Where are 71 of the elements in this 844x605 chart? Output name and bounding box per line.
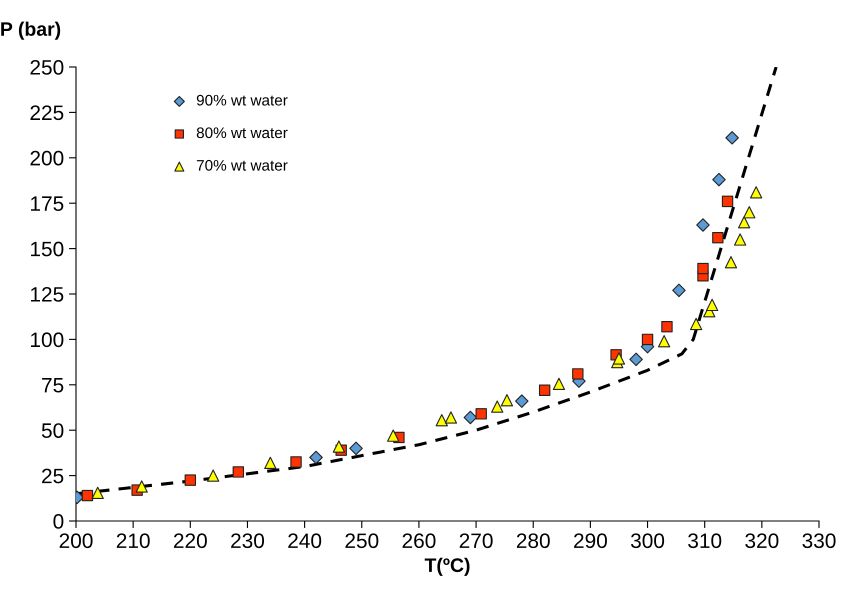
x-tick-label: 240: [288, 533, 322, 548]
point: [696, 218, 710, 232]
point: [515, 394, 529, 408]
legend-label: 70% wt water: [196, 160, 288, 171]
point: [264, 456, 276, 470]
legend-label: 90% wt water: [196, 94, 288, 106]
legend-label: 80% wt water: [196, 127, 288, 138]
y-tick-label: 200: [30, 150, 64, 166]
point: [476, 408, 487, 420]
point: [491, 400, 504, 413]
point: [232, 466, 244, 478]
y-tick-label: 225: [30, 105, 64, 120]
point: [725, 131, 739, 145]
point: [82, 490, 94, 502]
y-tick-label: 175: [31, 196, 64, 211]
x-tick-label: 260: [402, 533, 436, 548]
x-tick-label: 300: [630, 533, 664, 548]
x-tick-label: 330: [802, 533, 836, 548]
point: [750, 186, 762, 198]
point: [642, 334, 654, 346]
y-tick-label: 25: [42, 468, 64, 484]
x-tick-label: 210: [116, 533, 150, 548]
point: [207, 469, 220, 482]
point: [290, 456, 302, 468]
x-axis-title: T(ºC): [424, 558, 470, 576]
point: [436, 414, 448, 426]
point: [722, 196, 734, 208]
y-tick-label: 100: [31, 332, 64, 348]
point: [92, 486, 104, 500]
x-tick-label: 220: [174, 533, 207, 548]
point: [706, 298, 718, 312]
point: [712, 232, 724, 244]
point: [672, 284, 686, 298]
point: [349, 442, 363, 456]
point: [734, 233, 746, 246]
y-tick-label: 50: [42, 423, 64, 438]
y-axis-title: P (bar): [1, 22, 60, 40]
point: [738, 216, 750, 228]
point: [444, 411, 458, 424]
point: [332, 440, 346, 453]
y-tick-label: 0: [53, 514, 64, 529]
x-tick-label: 250: [345, 533, 378, 548]
point: [612, 352, 626, 365]
point: [387, 429, 400, 442]
x-tick-label: 320: [745, 533, 778, 548]
x-tick-label: 280: [516, 533, 550, 548]
point: [743, 206, 756, 218]
point: [464, 410, 478, 424]
x-tick-label: 200: [60, 533, 93, 548]
point: [572, 368, 584, 380]
y-tick-label: 125: [31, 287, 64, 302]
x-tick-label: 290: [574, 533, 607, 548]
point: [690, 318, 702, 330]
y-tick-label: 250: [30, 60, 64, 75]
x-tick-label: 310: [688, 533, 722, 548]
point: [309, 450, 323, 464]
x-tick-label: 270: [460, 533, 493, 548]
point: [697, 262, 709, 274]
point: [552, 378, 566, 390]
point: [658, 335, 670, 348]
y-tick-label: 75: [42, 378, 64, 393]
x-tick-label: 230: [231, 533, 264, 548]
point: [712, 172, 726, 186]
point: [136, 480, 148, 493]
point: [724, 256, 738, 268]
point: [500, 394, 514, 406]
point: [184, 474, 196, 486]
y-tick-label: 150: [31, 242, 64, 256]
point: [538, 384, 550, 396]
point: [661, 320, 673, 332]
point: [629, 352, 643, 366]
